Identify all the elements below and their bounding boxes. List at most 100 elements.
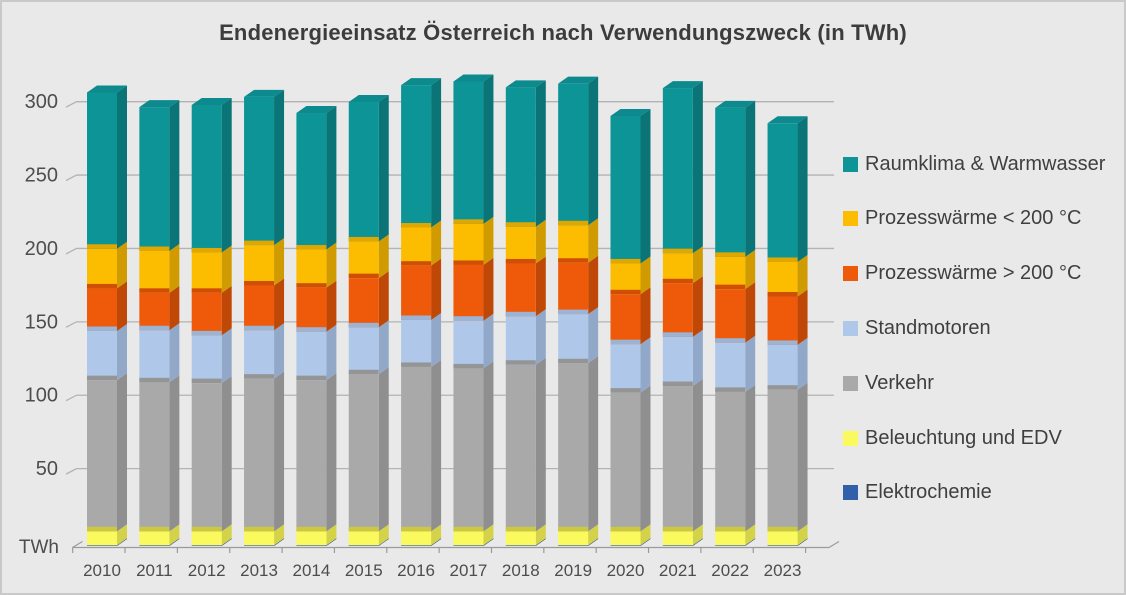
segment-side [745, 335, 756, 392]
segment-side [326, 373, 337, 532]
segment-top-sliver [244, 325, 275, 331]
segment-front [296, 331, 327, 381]
segment-side [221, 285, 232, 336]
segment-top-sliver [558, 220, 589, 226]
segment-top-sliver [610, 526, 641, 532]
legend-item: Prozesswärme < 200 °C [843, 207, 1081, 230]
segment-top-sliver [767, 291, 798, 297]
bar-2011 [139, 100, 180, 546]
segment-top-sliver [767, 257, 798, 263]
bar-top-face [767, 116, 808, 124]
segment-front [767, 296, 798, 345]
segment-side [326, 324, 337, 381]
segment-front [401, 545, 432, 546]
segment-side [692, 276, 703, 337]
segment-front [505, 263, 536, 317]
segment-front [296, 531, 327, 546]
legend-swatch-icon [843, 321, 858, 336]
segment-front [453, 81, 484, 224]
segment-front [244, 545, 275, 546]
segment-front [244, 330, 275, 379]
segment-side [431, 78, 442, 228]
segment-top-sliver [87, 526, 117, 532]
segment-side [797, 382, 808, 532]
segment-top-sliver [244, 374, 275, 379]
legend-item: Raumklima & Warmwasser [843, 153, 1105, 176]
segment-front [767, 531, 798, 546]
segment-side [535, 357, 546, 532]
bar-2019 [558, 76, 599, 546]
segment-front [767, 262, 798, 297]
bar-2016 [401, 78, 442, 546]
segment-top-sliver [453, 316, 484, 321]
segment-top-sliver [401, 526, 432, 532]
segment-side [117, 241, 127, 289]
segment-front [715, 342, 746, 392]
segment-top-sliver [244, 526, 275, 532]
segment-side [640, 538, 651, 546]
segment-front [715, 391, 746, 532]
segment-side [797, 524, 808, 546]
x-axis-label: 2012 [188, 561, 226, 580]
segment-top-sliver [244, 240, 275, 246]
segment-side [640, 385, 651, 532]
x-axis-label: 2011 [136, 561, 173, 580]
segment-front [139, 382, 170, 532]
segment-front [296, 545, 327, 546]
segment-side [640, 256, 651, 295]
segment-front [401, 227, 432, 266]
segment-side [588, 76, 599, 226]
segment-side [588, 524, 599, 546]
segment-front [296, 380, 327, 532]
segment-top-sliver [296, 283, 327, 288]
bar-2021 [662, 81, 703, 546]
segment-side [378, 320, 389, 375]
segment-front [558, 314, 589, 364]
segment-top-sliver [662, 526, 693, 532]
segment-side [797, 289, 808, 345]
segment-top-sliver [296, 526, 327, 532]
bar-2017 [453, 74, 494, 546]
segment-top-sliver [139, 246, 170, 251]
x-axis-label: 2022 [711, 561, 749, 580]
segment-side [221, 376, 232, 532]
segment-front [191, 104, 222, 253]
segment-front [767, 545, 798, 546]
segment-top-sliver [244, 280, 275, 286]
x-axis-label: 2013 [240, 561, 278, 580]
segment-side [797, 538, 808, 546]
segment-top-sliver [715, 526, 746, 532]
segment-front [558, 545, 589, 546]
segment-front [610, 545, 641, 546]
legend-label: Standmotoren [865, 317, 991, 339]
segment-front [453, 368, 484, 532]
x-axis-label: 2015 [345, 561, 383, 580]
bar-top-face [662, 81, 703, 89]
segment-front [505, 87, 536, 227]
segment-front [715, 256, 746, 290]
segment-top-sliver [453, 260, 484, 265]
segment-side [535, 538, 546, 546]
segment-front [296, 249, 327, 288]
segment-front [348, 545, 379, 546]
bar-top-face [244, 89, 285, 97]
segment-top-sliver [505, 360, 536, 365]
legend-label: Prozesswärme < 200 °C [865, 207, 1082, 229]
segment-top-sliver [453, 526, 484, 532]
segment-side [431, 538, 442, 546]
segment-top-sliver [139, 325, 170, 331]
segment-side [745, 524, 756, 546]
segment-top-sliver [139, 288, 170, 293]
segment-front [139, 545, 170, 546]
legend-swatch-icon [843, 485, 858, 500]
segment-top-sliver [348, 322, 379, 328]
segment-side [431, 220, 442, 266]
legend-swatch-icon [843, 266, 858, 281]
x-axis-label: 2017 [450, 561, 488, 580]
segment-side [745, 249, 756, 290]
bar-top-face [453, 74, 494, 82]
segment-front [87, 531, 117, 546]
segment-side [326, 106, 337, 250]
segment-side [274, 524, 285, 546]
segment-front [662, 253, 693, 284]
